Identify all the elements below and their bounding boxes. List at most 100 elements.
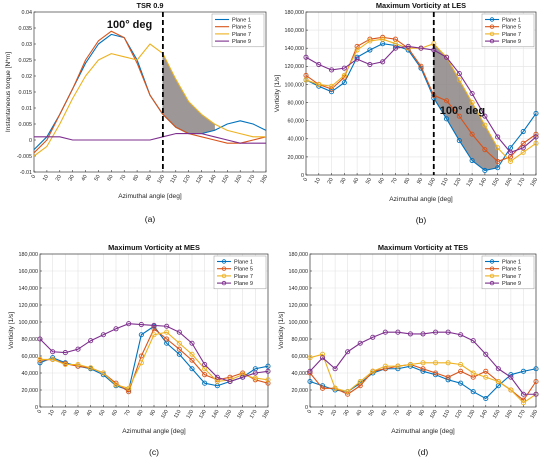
data-point xyxy=(495,165,501,171)
data-point xyxy=(458,380,464,386)
data-point xyxy=(533,131,539,137)
x-tick-label: 100 xyxy=(427,177,437,188)
legend-label: Plane 7 xyxy=(502,274,521,280)
x-axis-label: Azimuthal angle [deg] xyxy=(391,428,455,435)
data-point xyxy=(151,322,157,328)
x-tick-label: 130 xyxy=(195,174,205,185)
data-point xyxy=(367,47,373,53)
data-point xyxy=(405,43,411,49)
data-point xyxy=(380,36,386,42)
data-point xyxy=(470,389,476,395)
x-tick-label: 20 xyxy=(55,174,63,182)
x-tick-label: 180 xyxy=(530,177,540,188)
x-tick-label: 170 xyxy=(517,177,527,188)
x-tick-label: 130 xyxy=(467,409,477,420)
x-tick-label: 20 xyxy=(60,409,68,417)
data-point xyxy=(151,332,157,338)
x-tick-label: 180 xyxy=(262,409,272,420)
data-point xyxy=(370,368,376,374)
y-tick-label: 140,000 xyxy=(19,286,39,292)
data-point xyxy=(456,71,462,77)
x-tick-label: 70 xyxy=(124,409,132,417)
legend-label: Plane 1 xyxy=(502,18,521,24)
data-point xyxy=(307,378,313,385)
x-tick-label: 110 xyxy=(440,177,449,187)
data-point xyxy=(37,356,43,362)
data-point xyxy=(483,374,489,380)
x-tick-label: 90 xyxy=(416,177,424,185)
y-tick-label: 0 xyxy=(29,138,32,144)
data-point xyxy=(37,360,43,366)
series-line-plane-7 xyxy=(309,353,537,404)
data-point xyxy=(202,372,208,378)
x-tick-label: 0 xyxy=(303,177,310,183)
y-tick-label: 120,000 xyxy=(19,303,39,309)
data-point xyxy=(37,336,43,342)
x-tick-label: 110 xyxy=(170,174,179,184)
data-point xyxy=(433,360,439,366)
y-tick-label: 0.005 xyxy=(19,122,33,128)
data-point xyxy=(370,334,376,340)
x-tick-label: 140 xyxy=(479,409,489,420)
data-point xyxy=(176,329,182,335)
data-point xyxy=(444,116,450,122)
x-tick-label: 100 xyxy=(429,409,439,420)
data-point xyxy=(345,389,351,395)
legend-marker xyxy=(221,266,227,271)
data-point xyxy=(354,56,360,62)
legend-marker xyxy=(489,24,495,29)
legend-label: Plane 1 xyxy=(234,260,253,266)
legend-marker xyxy=(221,273,227,279)
x-tick-label: 150 xyxy=(492,409,502,420)
data-point xyxy=(75,361,81,368)
chart-title: Maximum Vorticity at MES xyxy=(108,243,200,252)
data-point xyxy=(50,356,56,362)
data-point xyxy=(444,98,450,104)
data-point xyxy=(75,346,81,352)
data-point xyxy=(520,400,526,406)
x-tick-label: 160 xyxy=(236,409,246,420)
legend-label: Plane 7 xyxy=(234,274,253,280)
x-tick-label: 0 xyxy=(307,409,314,415)
x-axis-label: Azimuthal angle [deg] xyxy=(118,193,182,200)
x-tick-label: 30 xyxy=(73,409,81,417)
y-tick-label: 180,000 xyxy=(285,10,305,16)
y-tick-label: 0.01 xyxy=(22,106,33,112)
x-tick-label: 10 xyxy=(318,409,326,417)
x-tick-label: 30 xyxy=(343,409,351,417)
chart-panel-b: 0 10 20 30 40 50 60 70 80 90 100 110 120 130 140 150 160… xyxy=(274,1,539,225)
x-tick-label: 140 xyxy=(478,177,488,188)
chart-panel-c: 0 10 20 30 40 50 60 70 80 90 100 110 120 130 140 150 160… xyxy=(8,243,271,457)
data-point xyxy=(329,83,335,89)
y-tick-label: 160,000 xyxy=(289,269,309,275)
x-tick-label: 50 xyxy=(365,177,373,185)
data-point xyxy=(508,374,514,380)
data-point xyxy=(367,38,373,44)
data-point xyxy=(382,329,388,335)
data-point xyxy=(483,395,489,402)
x-tick-label: 160 xyxy=(504,177,514,188)
x-tick-label: 110 xyxy=(173,409,182,419)
data-point xyxy=(138,321,144,328)
y-axis-label: Vorticity [1/s] xyxy=(274,75,281,113)
data-point xyxy=(113,326,119,332)
data-point xyxy=(320,351,326,357)
x-tick-label: 130 xyxy=(198,409,208,420)
data-point xyxy=(458,361,464,368)
data-point xyxy=(329,86,335,92)
y-tick-label: 40,000 xyxy=(288,137,305,143)
data-point xyxy=(138,353,144,359)
x-tick-label: 130 xyxy=(466,177,476,188)
x-tick-label: 180 xyxy=(260,174,270,185)
data-point xyxy=(470,338,476,344)
data-point xyxy=(495,158,501,164)
y-axis-label: Vorticity [1/s] xyxy=(8,312,15,350)
data-point xyxy=(126,321,132,327)
data-point xyxy=(341,72,347,78)
x-tick-label: 30 xyxy=(339,177,347,185)
x-tick-label: 60 xyxy=(378,177,386,185)
x-tick-label: 180 xyxy=(530,409,540,420)
data-point xyxy=(164,329,170,335)
